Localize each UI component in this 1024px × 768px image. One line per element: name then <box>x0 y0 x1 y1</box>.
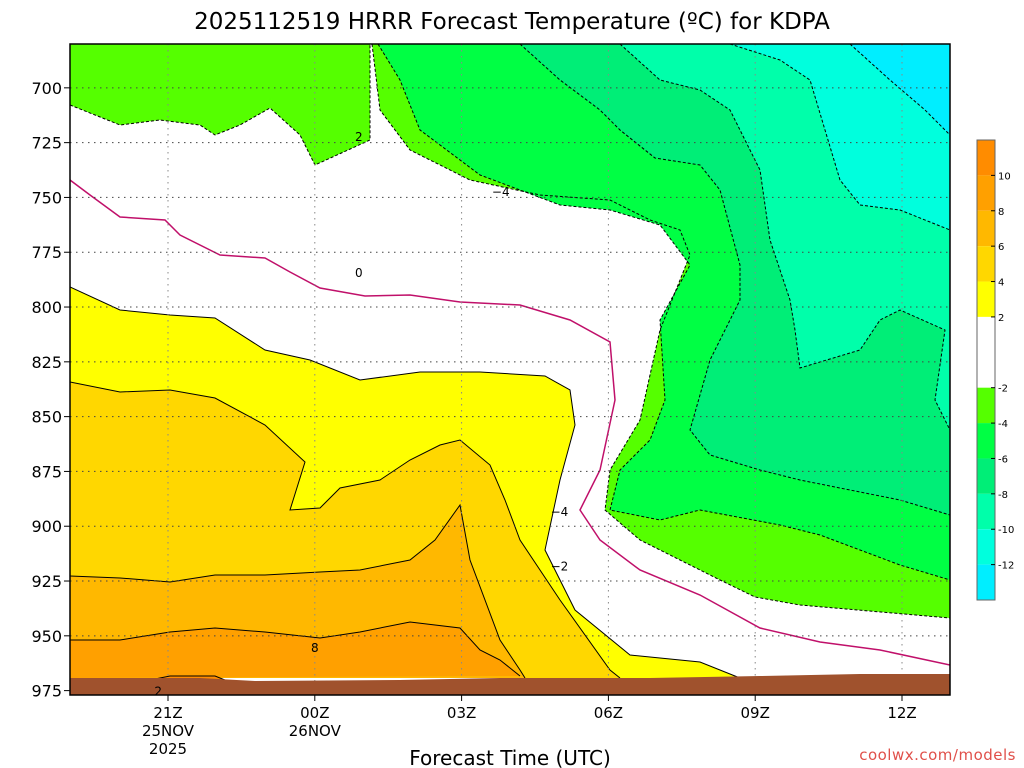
x-tick-label: 03Z <box>447 704 476 722</box>
x-tick-label: 26NOV <box>289 722 342 740</box>
positive-contours <box>70 286 741 683</box>
x-tick-label: 09Z <box>741 704 770 722</box>
contour-minus12 <box>849 44 950 136</box>
contour-minus2-lower <box>371 44 950 619</box>
contour-labels: 2 −4 0 −4 −2 8 2 <box>154 130 569 699</box>
y-tick-label: 825 <box>31 353 62 372</box>
y-tick-label: 750 <box>31 188 62 207</box>
y-tick-label: 725 <box>31 134 62 153</box>
y-tick-label: 875 <box>31 462 62 481</box>
negative-contours <box>70 44 950 619</box>
band-minus12-to-minus14 <box>850 44 950 135</box>
x-tick-label: 2025 <box>149 740 187 758</box>
contour-2 <box>70 286 741 679</box>
contour-minus8 <box>619 44 950 431</box>
contour-label: 2 <box>154 685 162 699</box>
contour-minus6 <box>519 44 950 516</box>
colorbar-frame <box>976 139 996 601</box>
y-axis: 700 725 750 775 800 825 850 875 900 925 950 975 <box>31 79 70 701</box>
colorbar-tick-label: 6 <box>998 242 1004 253</box>
ground-terrain <box>70 674 950 695</box>
colorbar-tick-label: 4 <box>998 278 1004 289</box>
contour-minus4 <box>377 44 950 581</box>
colorbar-tick-label: -6 <box>998 454 1008 465</box>
y-tick-label: 850 <box>31 408 62 427</box>
colorbar-tick-label: -2 <box>998 384 1008 395</box>
credit-text: coolwx.com/models <box>859 746 1016 764</box>
contour-label: 0 <box>355 266 363 280</box>
y-tick-label: 950 <box>31 627 62 646</box>
colorbar: 10 8 6 4 2 -2 -4 -6 -8 -10 -12 <box>976 139 1014 601</box>
colorbar-tick-label: -10 <box>998 525 1014 536</box>
colorbar-tick-label: -4 <box>998 419 1008 430</box>
y-tick-label: 900 <box>31 517 62 536</box>
colorbar-bin <box>977 493 995 530</box>
colorbar-tick-label: -12 <box>998 561 1014 572</box>
contour-6 <box>70 503 526 679</box>
x-axis-label: Forecast Time (UTC) <box>409 746 611 768</box>
contour-label: 2 <box>355 130 363 144</box>
colorbar-bin <box>977 210 995 247</box>
band-8-to-10 <box>70 622 520 678</box>
contour-4 <box>70 381 621 679</box>
contour-minus2 <box>70 44 371 166</box>
colorbar-bin <box>977 281 995 317</box>
zero-contours <box>70 179 950 666</box>
colorbar-bin <box>977 175 995 211</box>
colorbar-bin <box>977 564 995 600</box>
x-tick-label: 06Z <box>594 704 623 722</box>
chart-title: 2025112519 HRRR Forecast Temperature (ºC… <box>194 9 830 35</box>
x-tick-label: 00Z <box>300 704 329 722</box>
plot-frame <box>69 43 951 696</box>
y-tick-label: 925 <box>31 572 62 591</box>
colorbar-tick-label: 2 <box>998 313 1004 324</box>
x-tick-label: 12Z <box>887 704 916 722</box>
y-tick-label: 975 <box>31 682 62 701</box>
contour-label: −4 <box>551 505 569 519</box>
colorbar-bin <box>977 387 995 424</box>
contour-label: −2 <box>551 560 569 574</box>
colorbar-tick-label: 8 <box>998 207 1004 218</box>
contour-label: 8 <box>311 641 319 655</box>
x-tick-label: 21Z <box>153 704 182 722</box>
colorbar-bin <box>977 316 995 388</box>
band-minus10-to-minus12 <box>730 44 950 230</box>
colorbar-tick-label: -8 <box>998 490 1008 501</box>
colorbar-tick-label: 10 <box>998 171 1011 182</box>
y-tick-label: 800 <box>31 298 62 317</box>
plot-area <box>70 44 950 695</box>
colorbar-bin <box>977 246 995 282</box>
colorbar-bin <box>977 529 995 565</box>
y-tick-label: 700 <box>31 79 62 98</box>
contour-zero-upper <box>70 179 950 666</box>
contour-8 <box>70 621 521 677</box>
contour-minus10 <box>729 44 950 231</box>
colorbar-bin <box>977 458 995 494</box>
y-tick-label: 775 <box>31 243 62 262</box>
colorbar-bin <box>977 140 995 176</box>
colorbar-bin <box>977 423 995 459</box>
x-tick-label: 25NOV <box>142 722 195 740</box>
contour-label: −4 <box>492 185 510 199</box>
